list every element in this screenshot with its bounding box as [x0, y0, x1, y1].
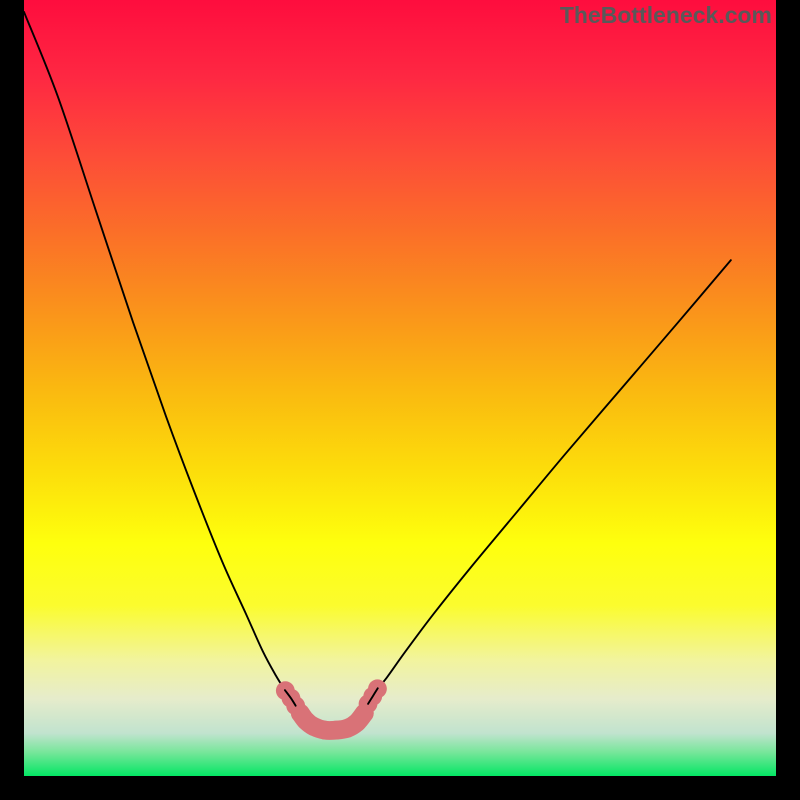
chart-stage: TheBottleneck.com	[0, 0, 800, 800]
watermark-text: TheBottleneck.com	[560, 2, 772, 29]
gradient-background	[24, 0, 776, 776]
plot-area	[24, 0, 776, 776]
